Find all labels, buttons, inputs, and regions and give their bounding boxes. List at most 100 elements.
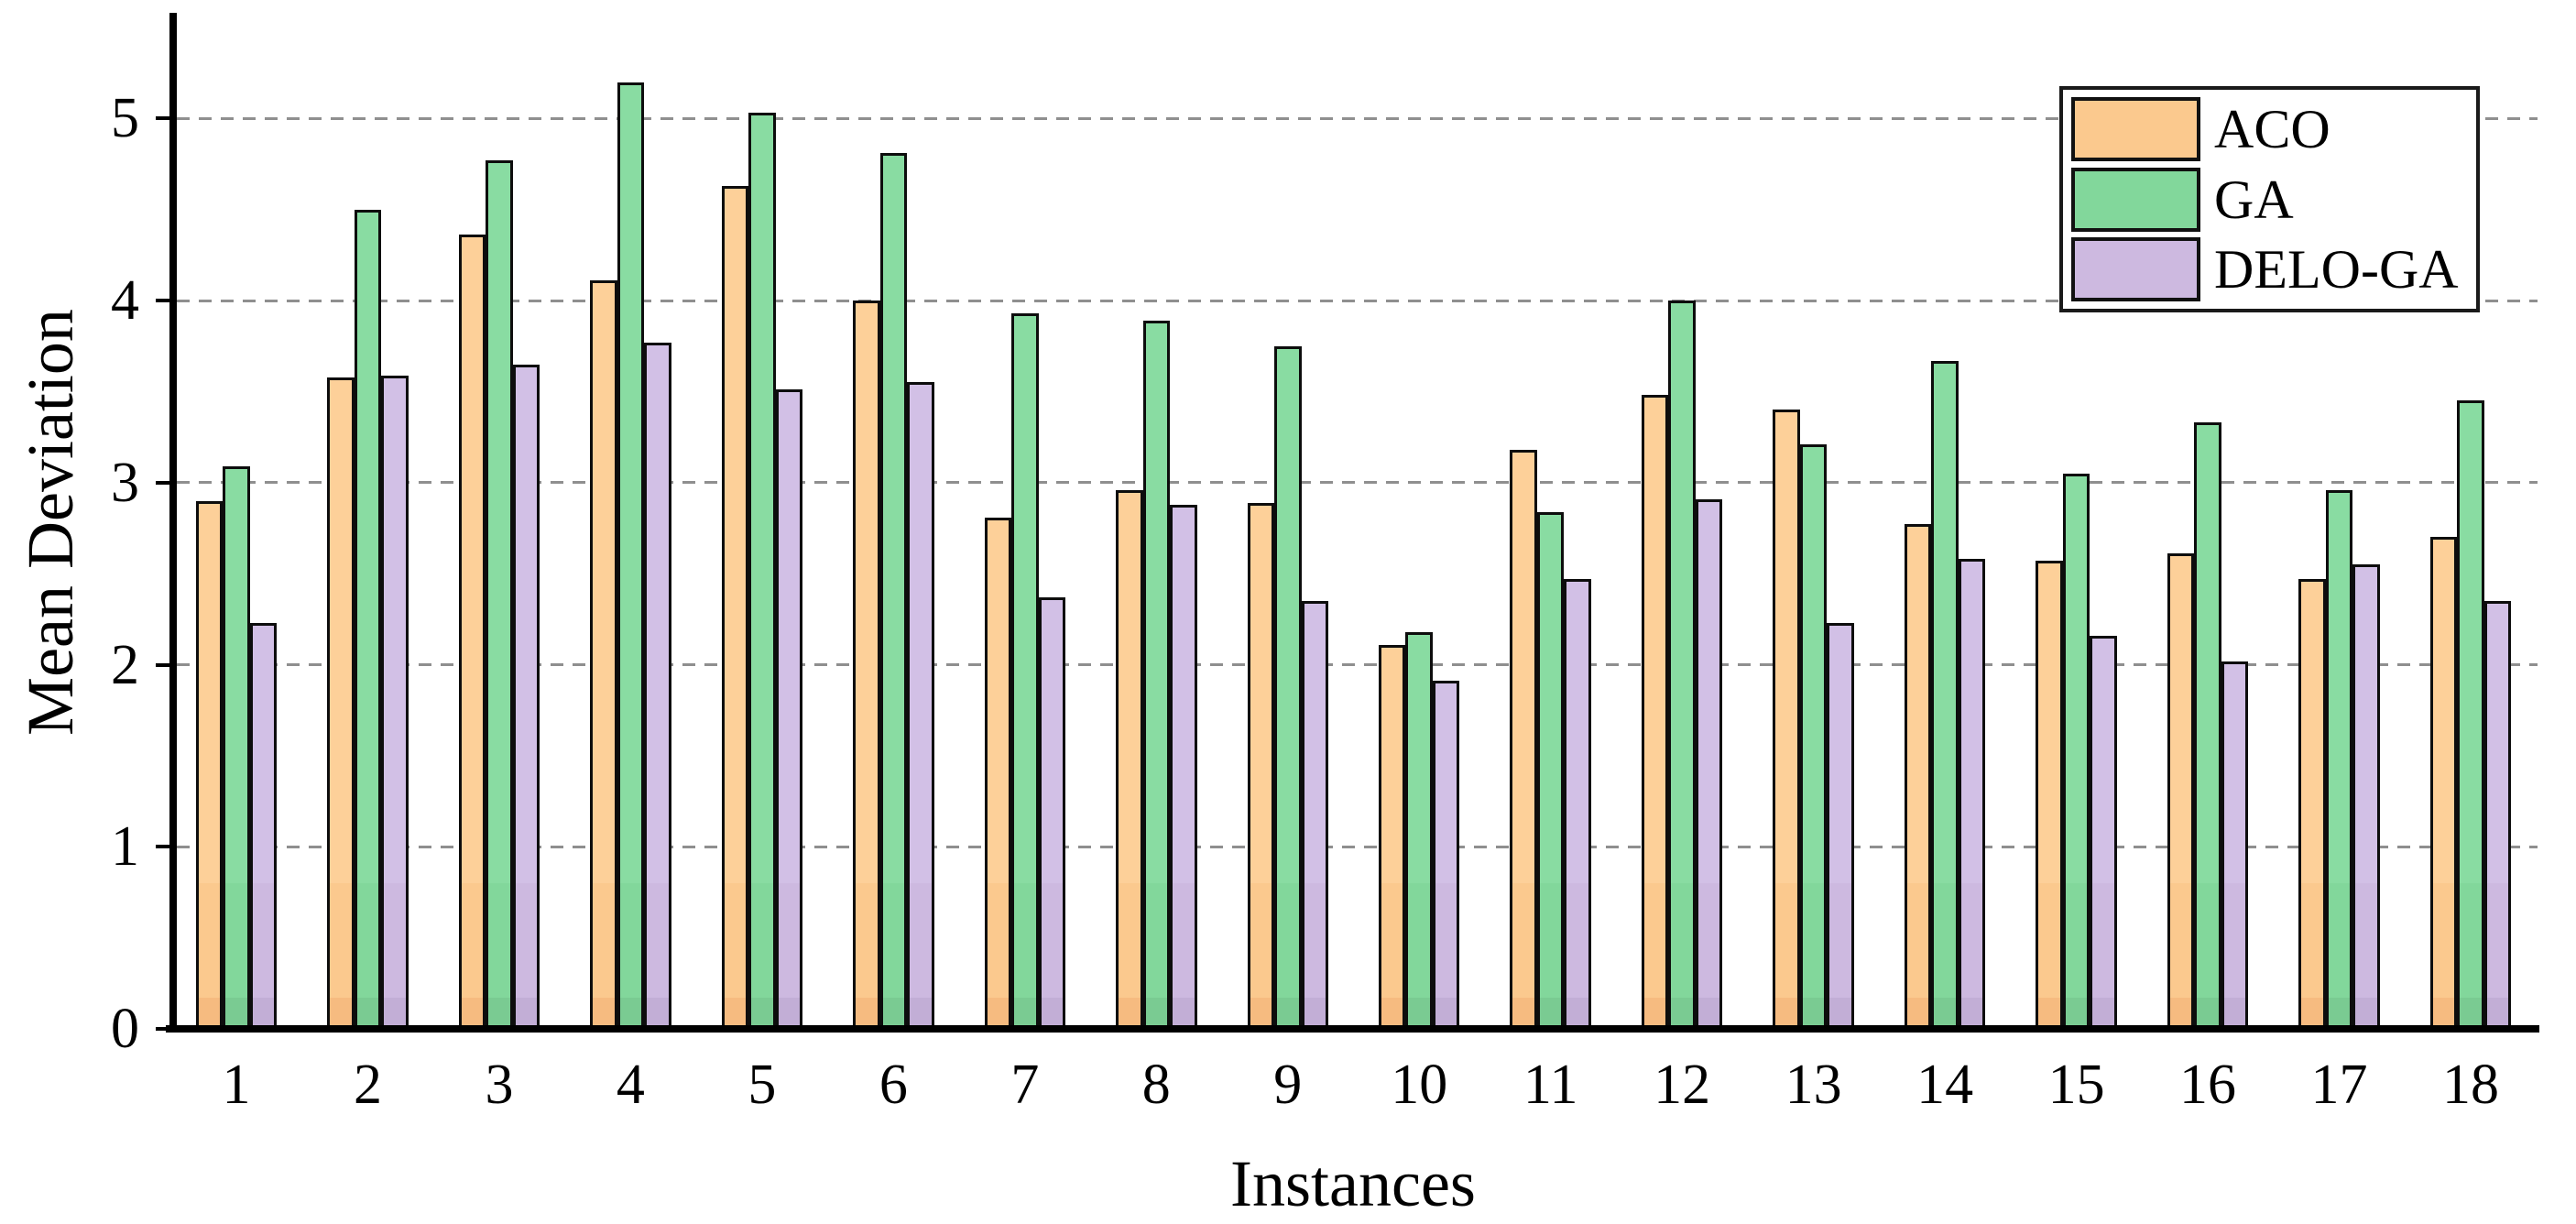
legend-swatch-ga (2071, 167, 2200, 232)
bar-ga-instance-16 (2194, 422, 2221, 1031)
bar-ga-instance-3 (486, 160, 513, 1031)
bar-delo-ga-instance-13 (1827, 622, 1854, 1031)
x-tick-label-7: 7 (1010, 1054, 1040, 1116)
bar-aco-instance-1 (195, 500, 224, 1031)
x-tick-label-14: 14 (1916, 1054, 1974, 1116)
y-tick-mark-0 (156, 1027, 169, 1031)
y-tick-label-3: 3 (111, 451, 139, 514)
bar-ga-instance-7 (1011, 312, 1039, 1031)
bar-ga-instance-14 (1931, 360, 1959, 1031)
gridline-y-4 (177, 299, 2538, 302)
bar-ga-instance-5 (748, 113, 776, 1031)
x-tick-label-8: 8 (1141, 1054, 1171, 1116)
y-axis-spine (169, 13, 177, 1033)
y-tick-mark-4 (156, 299, 169, 303)
x-tick-label-4: 4 (616, 1054, 645, 1116)
legend-swatch-delo-ga (2071, 236, 2200, 301)
bar-ga-instance-11 (1536, 511, 1565, 1031)
x-tick-label-15: 15 (2047, 1054, 2105, 1116)
bar-ga-instance-12 (1668, 301, 1696, 1031)
bar-aco-instance-14 (1904, 524, 1932, 1031)
legend: ACO GA DELO-GA (2059, 86, 2480, 312)
gridline-y-3 (177, 481, 2538, 485)
bar-delo-ga-instance-15 (2090, 635, 2117, 1031)
x-tick-label-3: 3 (485, 1054, 514, 1116)
legend-row-delo-ga: DELO-GA (2071, 235, 2476, 303)
bar-delo-ga-instance-17 (2352, 564, 2380, 1031)
y-tick-mark-5 (156, 116, 169, 121)
bar-ga-instance-2 (354, 209, 382, 1031)
bar-aco-instance-4 (590, 280, 617, 1031)
bar-aco-instance-15 (2036, 561, 2063, 1031)
legend-swatch-aco (2071, 97, 2200, 162)
bar-delo-ga-instance-2 (381, 375, 409, 1031)
x-tick-label-9: 9 (1273, 1054, 1303, 1116)
y-tick-mark-2 (156, 662, 169, 667)
x-tick-label-10: 10 (1391, 1054, 1448, 1116)
bar-aco-instance-13 (1773, 410, 1800, 1031)
bar-aco-instance-6 (853, 301, 880, 1031)
bar-delo-ga-instance-12 (1695, 498, 1723, 1031)
x-tick-label-13: 13 (1785, 1054, 1842, 1116)
bar-delo-ga-instance-11 (1564, 579, 1591, 1031)
bar-delo-ga-instance-1 (249, 622, 278, 1031)
x-tick-label-1: 1 (222, 1054, 251, 1116)
legend-label-delo-ga: DELO-GA (2214, 238, 2459, 300)
bar-delo-ga-instance-18 (2483, 600, 2512, 1031)
bar-aco-instance-5 (721, 185, 749, 1031)
bar-delo-ga-instance-8 (1170, 504, 1197, 1031)
bar-delo-ga-instance-4 (644, 342, 671, 1031)
x-tick-label-5: 5 (748, 1054, 777, 1116)
bar-ga-instance-8 (1142, 320, 1171, 1031)
y-tick-mark-3 (156, 480, 169, 485)
y-axis-title: Mean Deviation (14, 309, 87, 736)
x-axis-title: Instances (1230, 1147, 1476, 1220)
y-tick-label-2: 2 (111, 633, 139, 696)
bar-ga-instance-6 (879, 153, 908, 1031)
legend-row-aco: ACO (2071, 95, 2476, 163)
bar-ga-instance-9 (1274, 345, 1302, 1031)
bar-delo-ga-instance-16 (2221, 661, 2249, 1031)
x-tick-label-12: 12 (1654, 1054, 1711, 1116)
bar-aco-instance-17 (2298, 579, 2326, 1031)
x-tick-label-18: 18 (2441, 1054, 2499, 1116)
y-tick-label-1: 1 (111, 815, 139, 879)
bar-aco-instance-9 (1247, 502, 1274, 1031)
bar-ga-instance-10 (1405, 631, 1433, 1031)
y-tick-mark-1 (156, 845, 169, 849)
bar-ga-instance-13 (1799, 444, 1828, 1031)
bar-delo-ga-instance-5 (775, 389, 803, 1031)
bar-aco-instance-18 (2429, 537, 2458, 1031)
bar-aco-instance-11 (1510, 450, 1537, 1031)
bar-ga-instance-15 (2062, 473, 2090, 1031)
bar-aco-instance-7 (984, 517, 1012, 1031)
bar-aco-instance-12 (1641, 395, 1669, 1031)
gridline-y-2 (177, 663, 2538, 667)
x-tick-label-6: 6 (879, 1054, 908, 1116)
legend-row-ga: GA (2071, 166, 2476, 234)
x-tick-label-2: 2 (353, 1054, 382, 1116)
bar-ga-instance-17 (2325, 489, 2353, 1031)
bar-aco-instance-8 (1116, 489, 1143, 1031)
gridline-y-1 (177, 845, 2538, 848)
x-tick-label-17: 17 (2310, 1054, 2368, 1116)
gridline-y-5 (177, 116, 2538, 120)
bar-delo-ga-instance-3 (512, 364, 540, 1031)
bar-ga-instance-18 (2457, 400, 2484, 1031)
bar-delo-ga-instance-7 (1038, 596, 1066, 1031)
y-tick-label-0: 0 (111, 998, 139, 1060)
bar-ga-instance-4 (617, 82, 645, 1031)
x-tick-label-16: 16 (2179, 1054, 2237, 1116)
bar-aco-instance-16 (2167, 553, 2195, 1031)
y-tick-label-5: 5 (111, 87, 139, 150)
legend-label-ga: GA (2214, 169, 2294, 230)
x-axis-spine (166, 1025, 2539, 1033)
bar-delo-ga-instance-6 (907, 382, 934, 1031)
bar-delo-ga-instance-10 (1432, 681, 1460, 1031)
x-tick-label-11: 11 (1523, 1054, 1578, 1116)
legend-label-aco: ACO (2214, 99, 2330, 160)
bar-aco-instance-3 (458, 235, 486, 1031)
bar-ga-instance-1 (223, 465, 250, 1031)
bar-delo-ga-instance-9 (1301, 600, 1328, 1031)
